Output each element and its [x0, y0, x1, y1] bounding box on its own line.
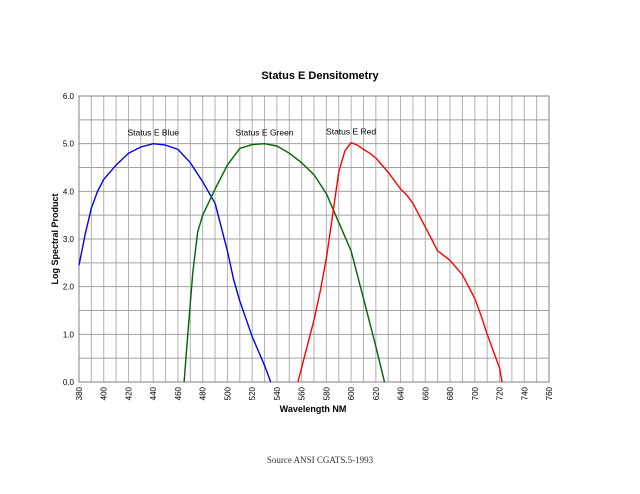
- x-tick-label: 420: [124, 386, 133, 400]
- chart-title: Status E Densitometry: [261, 70, 379, 82]
- x-tick-label: 560: [298, 386, 307, 400]
- x-tick-label: 460: [174, 386, 183, 400]
- series-label: Status E Green: [235, 128, 293, 138]
- x-tick-label: 740: [520, 386, 529, 400]
- x-tick-label: 500: [223, 386, 232, 400]
- x-axis-title: Wavelength NM: [280, 404, 347, 414]
- series-lines: [78, 141, 503, 383]
- y-tick-label: 2.0: [63, 283, 75, 292]
- x-tick-label: 540: [273, 386, 282, 400]
- x-tick-label: 660: [421, 386, 430, 400]
- plot-area: [78, 95, 550, 383]
- x-tick-label: 400: [100, 386, 109, 400]
- gridlines: [79, 96, 549, 382]
- series-line: [297, 141, 503, 383]
- x-tick-label: 600: [347, 386, 356, 400]
- x-tick-label: 620: [372, 386, 381, 400]
- x-tick-label: 680: [446, 386, 455, 400]
- x-tick-label: 720: [496, 386, 505, 400]
- x-tick-label: 520: [248, 386, 257, 400]
- y-tick-label: 5.0: [63, 140, 75, 149]
- y-tick-label: 4.0: [63, 187, 75, 196]
- y-axis-title: Log Spectral Product: [50, 193, 60, 284]
- series-labels: Status E Blue Status E Green Status E Red: [127, 127, 376, 138]
- y-tick-labels: 0.0 1.0 2.0 3.0 4.0 5.0 6.0: [63, 92, 75, 387]
- x-tick-label: 580: [322, 386, 331, 400]
- x-tick-label: 380: [75, 386, 84, 400]
- series-label: Status E Red: [326, 127, 376, 137]
- y-tick-label: 6.0: [63, 92, 75, 101]
- y-tick-label: 0.0: [63, 378, 75, 387]
- series-line: [183, 142, 386, 383]
- series-line: [78, 142, 272, 383]
- x-tick-label: 760: [545, 386, 554, 400]
- x-tick-label: 640: [397, 386, 406, 400]
- y-tick-label: 1.0: [63, 330, 75, 339]
- x-tick-label: 440: [149, 386, 158, 400]
- series-label: Status E Blue: [127, 128, 179, 138]
- x-tick-label: 700: [471, 386, 480, 400]
- source-note: Source ANSI CGATS.5-1993: [266, 455, 374, 465]
- x-tick-label: 480: [199, 386, 208, 400]
- x-tick-labels: 380 400 420 440 460 480 500 520 540 560 580 600 620 6…: [75, 386, 554, 400]
- y-tick-label: 3.0: [63, 235, 75, 244]
